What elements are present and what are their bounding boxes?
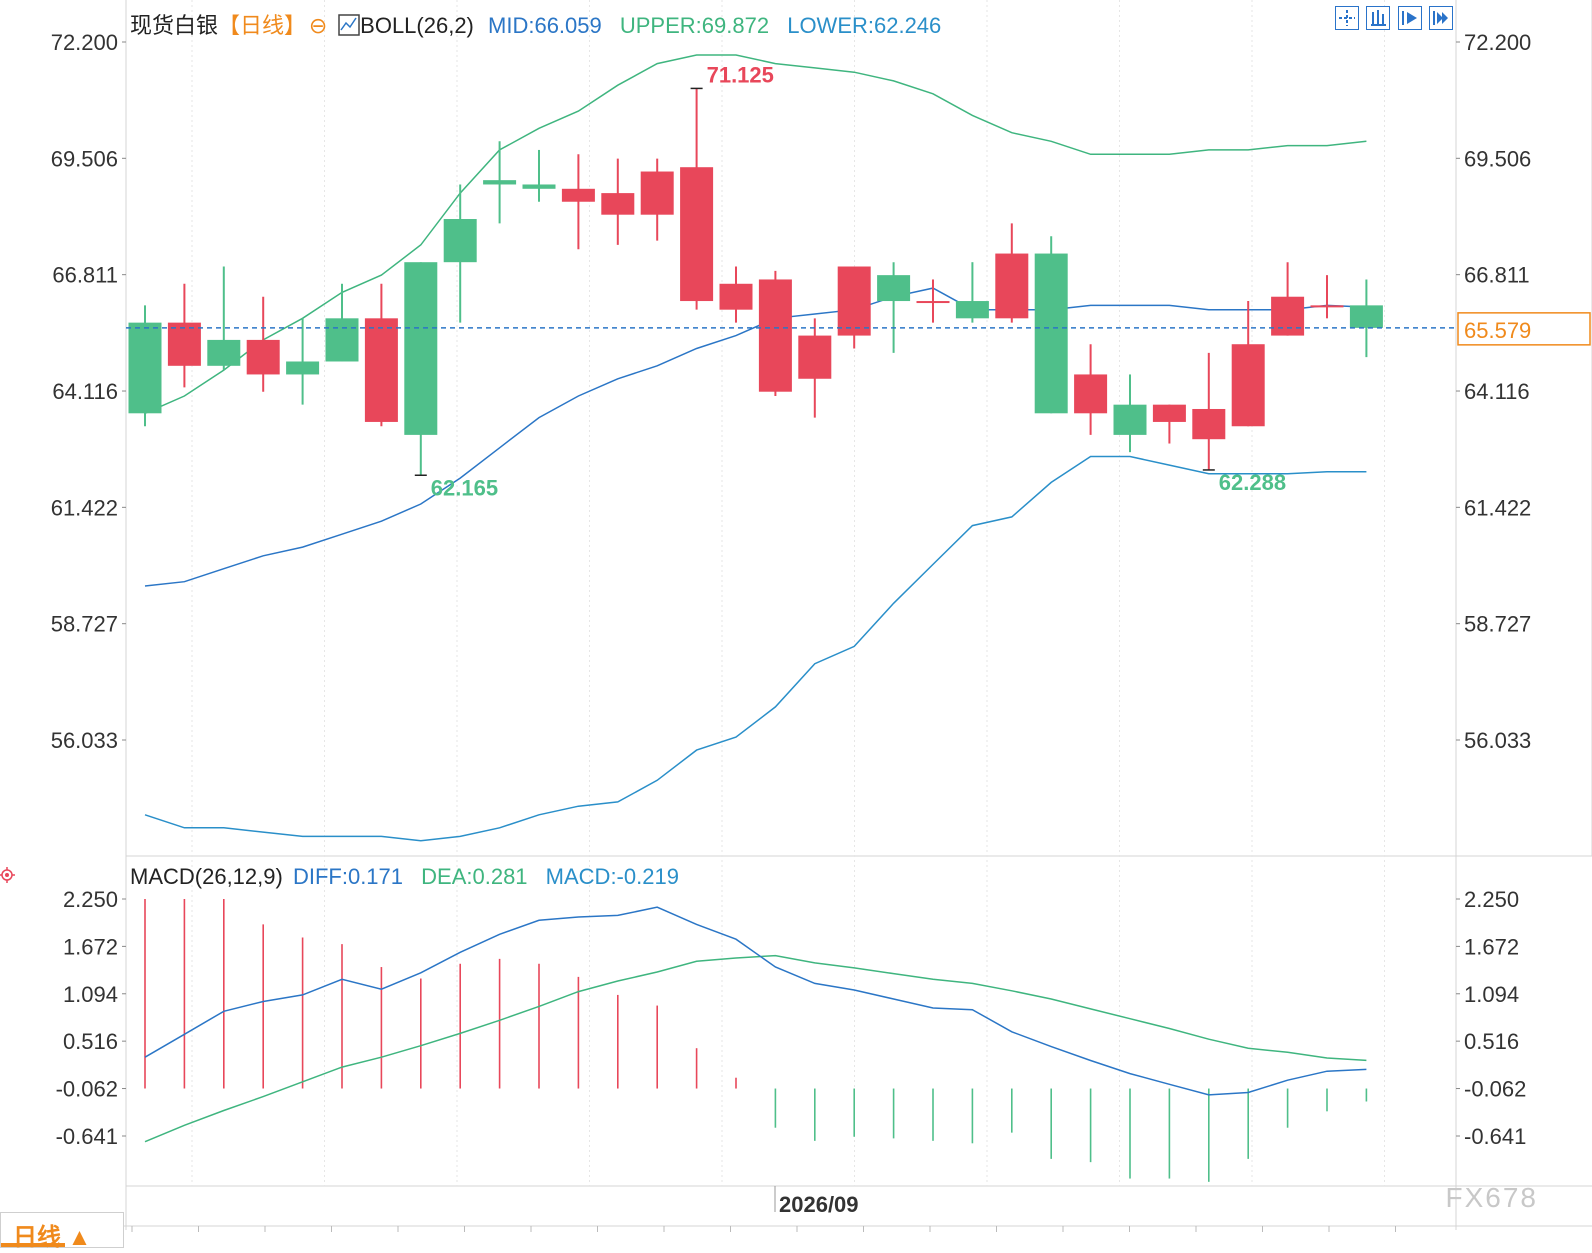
fast-forward-button[interactable] — [1429, 6, 1453, 30]
candle-body[interactable] — [1113, 404, 1147, 435]
x-axis-date-label: 2026/09 — [779, 1192, 859, 1217]
play-button[interactable] — [1398, 6, 1422, 30]
period-selector-button[interactable]: 日线 ▲ — [0, 1212, 124, 1251]
watermark: FX678 — [1445, 1182, 1538, 1213]
candle-body[interactable] — [1310, 305, 1344, 308]
candle-body[interactable] — [286, 361, 320, 375]
candle-body[interactable] — [207, 339, 241, 366]
price-ytick-right: 61.422 — [1464, 495, 1531, 520]
boll-label: BOLL(26,2) — [360, 13, 474, 38]
candle-body[interactable] — [916, 301, 950, 304]
boll-lower-line — [144, 455, 1367, 842]
candle-body[interactable] — [955, 301, 989, 319]
candle-body[interactable] — [837, 266, 871, 336]
candle-body[interactable] — [1034, 253, 1068, 414]
current-price-tag — [1457, 312, 1591, 346]
macd-dea-value: DEA:0.281 — [421, 864, 528, 889]
macd-dea-line — [144, 954, 1367, 1143]
crosshair-button[interactable] — [1335, 6, 1359, 30]
crosshair-icon — [1339, 10, 1355, 26]
period-switch-icon[interactable]: ⊖ — [308, 13, 328, 38]
macd-ytick-left: -0.062 — [56, 1077, 118, 1102]
macd-ytick-right: 1.094 — [1464, 982, 1519, 1007]
zoom-in-button[interactable] — [1366, 6, 1390, 30]
macd-ytick-left: 1.094 — [63, 982, 118, 1007]
low-price-label: 62.165 — [431, 475, 498, 500]
candle-body[interactable] — [443, 219, 477, 263]
fast-forward-icon — [1433, 11, 1448, 25]
candle-body[interactable] — [522, 184, 556, 189]
macd-ytick-left: 2.250 — [63, 887, 118, 912]
price-ytick-left: 61.422 — [51, 495, 118, 520]
price-ytick-left: 58.727 — [51, 612, 118, 637]
candle-body[interactable] — [1271, 296, 1305, 336]
instrument-name: 现货白银 — [130, 13, 219, 38]
macd-ytick-left: 0.516 — [63, 1029, 118, 1054]
macd-hist-value: MACD:-0.219 — [545, 864, 679, 889]
candle-body[interactable] — [680, 167, 714, 302]
boll-upper-value: UPPER:69.872 — [619, 13, 770, 38]
price-ytick-left: 72.200 — [51, 30, 118, 55]
price-ytick-right: 64.116 — [1464, 379, 1530, 404]
macd-settings-icon[interactable] — [0, 866, 18, 884]
play-icon — [1402, 11, 1417, 25]
price-header: 现货白银【日线】 ⊖ BOLL(26,2) MID:66.059 UPPER:69… — [130, 8, 941, 40]
macd-ytick-right: -0.062 — [1464, 1077, 1526, 1102]
macd-ytick-right: -0.641 — [1464, 1124, 1526, 1149]
period-label[interactable]: 【日线】 — [218, 13, 307, 38]
candle-body[interactable] — [995, 253, 1029, 319]
candle-body[interactable] — [364, 318, 398, 422]
boll-mid-value: MID:66.059 — [488, 13, 602, 38]
boll-lower-value: LOWER:62.246 — [787, 13, 942, 38]
indicator-settings-icon[interactable] — [338, 14, 360, 36]
price-ytick-right: 69.506 — [1464, 146, 1531, 171]
low-price-label: 62.288 — [1219, 470, 1286, 495]
period-selector-underline — [1, 1243, 65, 1247]
price-ytick-left: 56.033 — [51, 728, 118, 753]
candle-body[interactable] — [798, 335, 832, 379]
macd-diff-line — [144, 906, 1367, 1096]
candle-body[interactable] — [167, 322, 201, 366]
price-ytick-right: 58.727 — [1464, 612, 1531, 637]
candle-body[interactable] — [1231, 344, 1265, 427]
macd-label: MACD(26,12,9) — [130, 864, 283, 889]
candle-body[interactable] — [758, 279, 792, 392]
macd-diff-value: DIFF:0.171 — [292, 864, 404, 889]
boll-upper-line — [144, 54, 1367, 414]
candle-body[interactable] — [719, 283, 753, 310]
candle-body[interactable] — [877, 275, 911, 302]
macd-header: MACD(26,12,9) DIFF:0.171 DEA:0.281 MACD:… — [130, 864, 679, 890]
candle-body[interactable] — [1349, 305, 1383, 328]
candle-body[interactable] — [1152, 404, 1186, 422]
boll-mid-line — [144, 287, 1367, 587]
candle-body[interactable] — [601, 193, 635, 215]
candle-body[interactable] — [246, 339, 280, 375]
price-ytick-right: 72.200 — [1464, 30, 1531, 55]
price-ytick-right: 66.811 — [1464, 263, 1530, 288]
candle-body[interactable] — [325, 318, 359, 362]
macd-ytick-right: 2.250 — [1464, 887, 1519, 912]
price-ytick-left: 69.506 — [51, 146, 118, 171]
price-ytick-right: 56.033 — [1464, 728, 1531, 753]
macd-ytick-right: 0.516 — [1464, 1029, 1519, 1054]
candle-body[interactable] — [1074, 374, 1108, 414]
candle-body[interactable] — [1192, 408, 1226, 440]
macd-ytick-left: 1.672 — [63, 934, 118, 959]
high-price-label: 71.125 — [707, 62, 774, 87]
candle-body[interactable] — [128, 322, 162, 414]
current-price-value: 65.579 — [1464, 318, 1531, 343]
macd-ytick-right: 1.672 — [1464, 934, 1519, 959]
price-ytick-left: 66.811 — [52, 263, 118, 288]
candles-zoom-icon — [1371, 10, 1386, 26]
candle-body[interactable] — [483, 180, 517, 185]
candle-body[interactable] — [561, 188, 595, 202]
candle-body[interactable] — [640, 171, 674, 215]
price-ytick-left: 64.116 — [52, 379, 118, 404]
macd-ytick-left: -0.641 — [56, 1124, 118, 1149]
candle-body[interactable] — [404, 262, 438, 435]
